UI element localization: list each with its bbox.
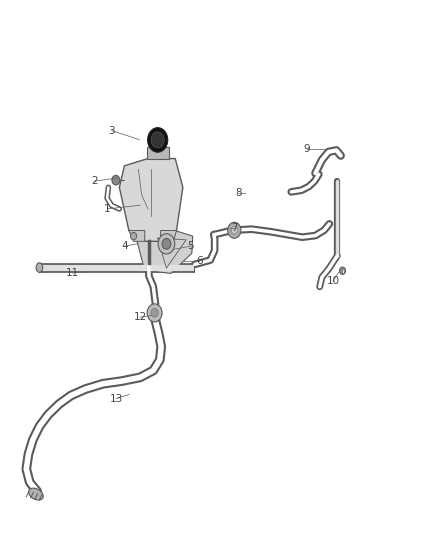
- Polygon shape: [161, 230, 177, 241]
- Text: 11: 11: [66, 268, 79, 278]
- Circle shape: [131, 232, 137, 240]
- Circle shape: [162, 239, 171, 249]
- Bar: [147, 147, 169, 159]
- Text: 13: 13: [110, 394, 123, 403]
- Text: 12: 12: [134, 312, 147, 322]
- Ellipse shape: [36, 263, 42, 272]
- Polygon shape: [136, 227, 193, 273]
- Circle shape: [228, 222, 241, 238]
- Text: 4: 4: [121, 241, 128, 251]
- Text: 3: 3: [108, 126, 115, 135]
- Ellipse shape: [28, 488, 43, 500]
- Circle shape: [339, 267, 346, 274]
- Text: 7: 7: [231, 223, 238, 233]
- Text: 1: 1: [104, 204, 111, 214]
- Polygon shape: [119, 159, 183, 241]
- Circle shape: [147, 304, 162, 322]
- Text: 10: 10: [326, 277, 339, 286]
- Circle shape: [112, 175, 120, 185]
- Circle shape: [151, 132, 164, 148]
- Text: 2: 2: [91, 176, 98, 186]
- Polygon shape: [129, 230, 145, 241]
- Text: 8: 8: [235, 188, 242, 198]
- Circle shape: [151, 309, 158, 317]
- Circle shape: [158, 233, 175, 254]
- Circle shape: [231, 227, 237, 234]
- Circle shape: [148, 127, 168, 152]
- Text: 5: 5: [187, 241, 194, 251]
- Text: 6: 6: [196, 256, 203, 266]
- Text: 9: 9: [303, 144, 310, 154]
